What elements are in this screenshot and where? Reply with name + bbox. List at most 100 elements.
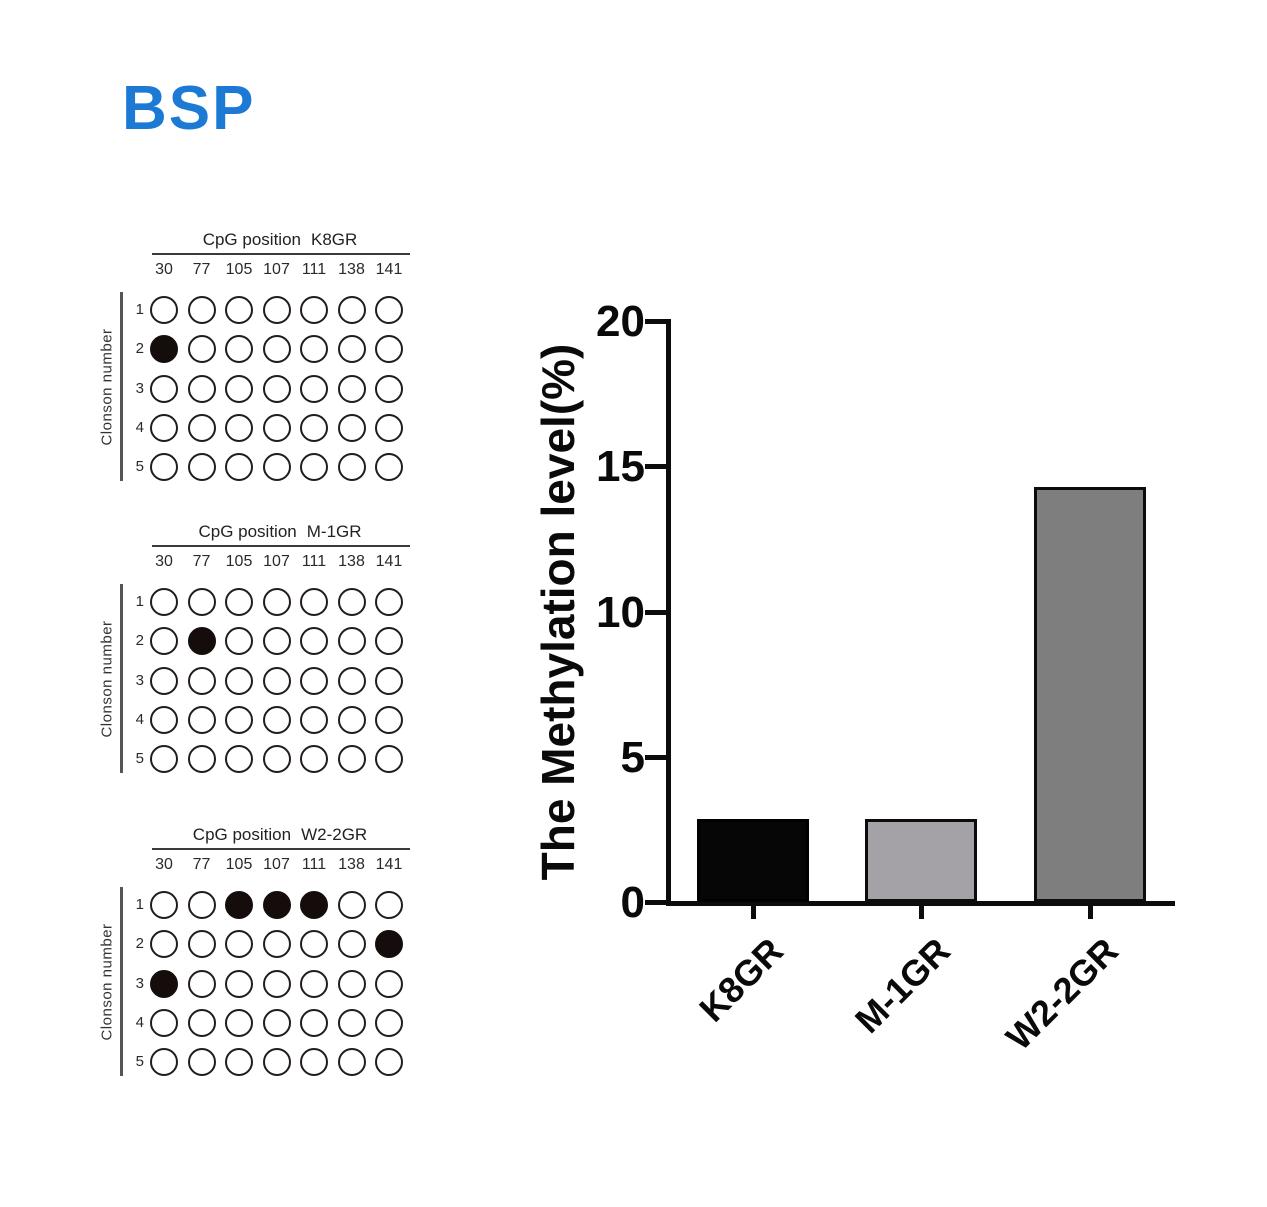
clone-number-label: 4	[135, 1013, 144, 1031]
clone-axis-title: Clonson number	[98, 923, 116, 1041]
clone-number-label: 3	[135, 974, 144, 992]
panel-sample-name: W2-2GR	[301, 825, 368, 844]
cpg-position-label: 77	[192, 856, 211, 873]
cpg-circle-open	[375, 891, 403, 919]
cpg-position-label: 141	[375, 856, 403, 873]
cpg-position-label: 111	[301, 261, 327, 278]
cpg-circle-open	[337, 1008, 366, 1037]
cpg-circle-open	[300, 666, 328, 695]
cpg-circle-open	[262, 930, 291, 959]
clone-number-label: 1	[135, 896, 144, 913]
clone-number-label: 5	[135, 1053, 144, 1071]
cpg-circle-open	[375, 335, 403, 364]
cpg-circle-open	[150, 296, 178, 324]
bar-w2-2gr	[1034, 487, 1146, 902]
cpg-circle-open	[262, 745, 291, 774]
y-axis-tick	[645, 754, 666, 760]
cpg-circle-open	[300, 969, 328, 998]
cpg-circle-open	[300, 453, 328, 482]
cpg-position-label: 30	[155, 261, 173, 278]
cpg-circle-open	[375, 666, 403, 695]
cpg-circle-methylated	[300, 891, 328, 919]
cpg-circle-open	[300, 705, 328, 734]
cpg-position-label: 107	[263, 553, 290, 570]
cpg-circle-methylated	[225, 891, 253, 919]
cpg-circle-open	[262, 666, 291, 695]
panel-title-prefix: CpG position	[202, 230, 301, 249]
cpg-position-label: 141	[375, 553, 403, 570]
clone-axis-title: Clonson number	[98, 620, 116, 738]
clone-axis-title: Clonson number	[98, 328, 116, 446]
cpg-position-label: 111	[301, 856, 327, 873]
figure-title: BSP	[122, 74, 256, 143]
cpg-circle-open	[337, 374, 366, 403]
clone-number-label: 4	[135, 710, 144, 728]
x-axis-tick	[919, 906, 924, 919]
clone-number-label: 3	[135, 379, 144, 397]
cpg-circle-open	[337, 296, 366, 324]
cpg-circle-open	[187, 969, 216, 998]
cpg-circle-open	[150, 453, 178, 482]
panel-title-underline	[152, 545, 410, 547]
y-axis-tick	[645, 319, 666, 324]
cpg-circle-open	[262, 1008, 291, 1037]
cpg-circle-open	[375, 1008, 403, 1037]
cpg-position-label: 107	[263, 261, 290, 278]
cpg-circle-open	[150, 1048, 178, 1077]
y-axis-tick	[645, 609, 666, 615]
cpg-circle-open	[300, 745, 328, 774]
cpg-position-label: 141	[375, 261, 403, 278]
cpg-circle-open	[300, 627, 328, 656]
cpg-circle-open	[225, 930, 253, 959]
cpg-panel-w2-2gr: CpG position W2-2GR 30 77 105 107 111 138 141 Clo…	[90, 825, 440, 1095]
panel-sample-name: K8GR	[310, 230, 358, 249]
cpg-circle-open	[337, 453, 366, 482]
cpg-circle-methylated	[150, 335, 178, 364]
cpg-circle-open	[187, 335, 216, 364]
cpg-circle-open	[187, 1048, 216, 1077]
cpg-circle-open	[300, 374, 328, 403]
clone-number-label: 3	[135, 671, 144, 689]
cpg-circle-open	[187, 745, 216, 774]
cpg-position-label: 105	[225, 856, 253, 873]
cpg-position-label: 138	[338, 553, 365, 570]
y-tick-label: 0	[620, 878, 645, 927]
cpg-circle-open	[187, 588, 216, 616]
cpg-position-label: 138	[338, 856, 365, 873]
cpg-circle-open	[375, 374, 403, 403]
cpg-circle-open	[337, 588, 366, 616]
panel-title-underline	[152, 253, 410, 255]
x-category-label: M-1GR	[846, 929, 958, 1041]
cpg-position-label: 105	[225, 261, 253, 278]
y-tick-label: 5	[620, 732, 645, 782]
panel-title-prefix: CpG position	[198, 522, 297, 541]
cpg-circle-open	[187, 705, 216, 734]
y-tick-label: 10	[596, 587, 645, 637]
cpg-circle-open	[150, 413, 178, 442]
cpg-circle-open	[375, 969, 403, 998]
x-axis-tick	[751, 906, 756, 919]
cpg-position-label: 138	[338, 261, 365, 278]
panel-title-underline	[152, 848, 410, 850]
cpg-circle-open	[225, 413, 253, 442]
cpg-circle-open	[337, 627, 366, 656]
cpg-circle-open	[225, 705, 253, 734]
cpg-circle-open	[300, 296, 328, 324]
panel-sample-name: M-1GR	[306, 522, 362, 541]
cpg-circle-methylated	[262, 891, 291, 919]
y-tick-label: 15	[596, 442, 645, 492]
cpg-position-label: 77	[192, 553, 211, 570]
cpg-circle-open	[150, 374, 178, 403]
cpg-circle-open	[300, 413, 328, 442]
cpg-circle-open	[337, 969, 366, 998]
cpg-circle-open	[262, 453, 291, 482]
cpg-circle-open	[262, 296, 291, 324]
cpg-circle-open	[262, 969, 291, 998]
cpg-circle-open	[337, 891, 366, 919]
cpg-circle-open	[150, 588, 178, 616]
cpg-circle-open	[225, 1008, 253, 1037]
cpg-circle-open	[225, 1048, 253, 1077]
cpg-circle-open	[225, 453, 253, 482]
cpg-circle-open	[187, 413, 216, 442]
